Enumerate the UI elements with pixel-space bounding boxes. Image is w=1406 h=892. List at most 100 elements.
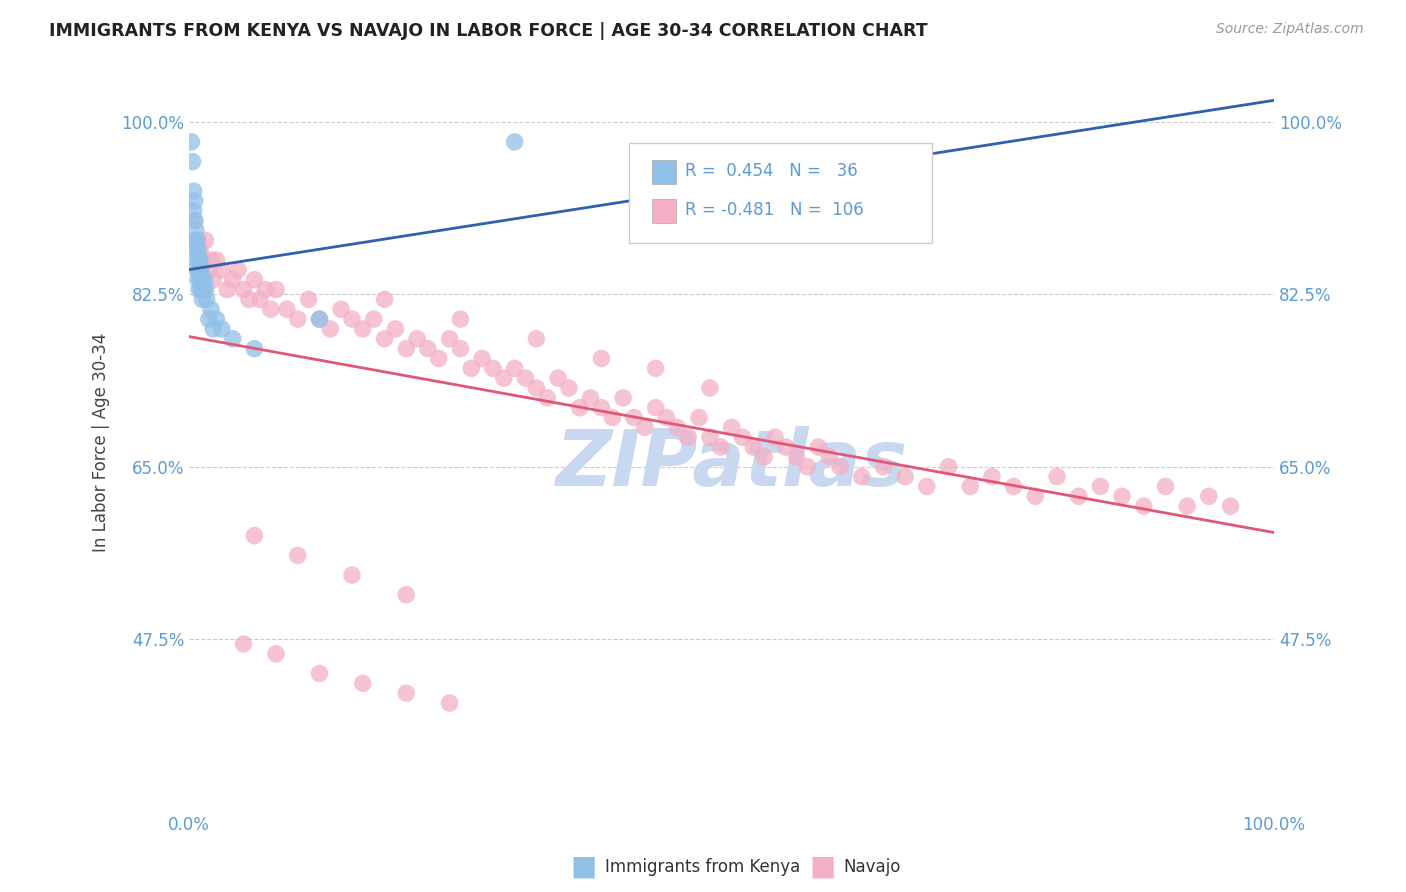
Point [194, 283, 217, 297]
Point [720, 420, 742, 434]
Point [264, 283, 287, 297]
Point [1154, 479, 1177, 493]
Point [395, 342, 418, 356]
Point [363, 312, 385, 326]
Point [1067, 489, 1090, 503]
Point [319, 322, 342, 336]
Point [591, 401, 613, 415]
Point [515, 371, 537, 385]
Point [221, 332, 243, 346]
Text: Navajo: Navajo [844, 858, 901, 876]
Point [449, 342, 471, 356]
Point [249, 293, 271, 307]
Text: ZIPatlas: ZIPatlas [555, 426, 908, 502]
Point [254, 283, 277, 297]
Point [191, 253, 214, 268]
Point [217, 283, 239, 297]
Point [195, 293, 218, 307]
Point [503, 135, 526, 149]
Point [211, 322, 233, 336]
Point [644, 361, 666, 376]
Point [238, 293, 260, 307]
Point [243, 273, 266, 287]
Point [395, 588, 418, 602]
Point [190, 263, 212, 277]
Point [1024, 489, 1046, 503]
Point [200, 253, 222, 268]
Point [1219, 499, 1241, 513]
Point [786, 450, 808, 464]
Point [191, 293, 214, 307]
Point [828, 459, 851, 474]
Point [193, 283, 215, 297]
Point [644, 401, 666, 415]
Point [894, 469, 917, 483]
Point [276, 302, 298, 317]
Point [406, 332, 429, 346]
Point [188, 243, 211, 257]
Point [676, 430, 699, 444]
Point [492, 371, 515, 385]
Point [688, 410, 710, 425]
Point [536, 391, 558, 405]
Point [183, 213, 205, 227]
Point [1090, 479, 1112, 493]
Text: Immigrants from Kenya: Immigrants from Kenya [605, 858, 800, 876]
Point [340, 312, 363, 326]
Point [180, 135, 202, 149]
Point [416, 342, 439, 356]
Point [666, 420, 689, 434]
Point [198, 312, 221, 326]
Point [439, 332, 461, 346]
Point [194, 233, 217, 247]
Text: ■: ■ [810, 853, 835, 881]
Point [752, 450, 775, 464]
Point [287, 549, 309, 563]
Point [427, 351, 450, 366]
Point [591, 351, 613, 366]
Point [449, 312, 471, 326]
Point [1046, 469, 1069, 483]
Point [558, 381, 581, 395]
Point [600, 410, 623, 425]
Point [373, 293, 395, 307]
Point [181, 154, 204, 169]
Point [243, 529, 266, 543]
Point [872, 459, 894, 474]
Point [183, 203, 205, 218]
Point [188, 273, 211, 287]
Point [205, 253, 228, 268]
Point [211, 263, 233, 277]
Point [460, 361, 482, 376]
Point [221, 273, 243, 287]
Point [243, 342, 266, 356]
Point [915, 479, 938, 493]
Point [439, 696, 461, 710]
Point [775, 440, 797, 454]
Point [623, 410, 645, 425]
Bar [652, 199, 676, 223]
Text: R =  0.454   N =   36: R = 0.454 N = 36 [685, 162, 858, 180]
Text: IMMIGRANTS FROM KENYA VS NAVAJO IN LABOR FORCE | AGE 30-34 CORRELATION CHART: IMMIGRANTS FROM KENYA VS NAVAJO IN LABOR… [49, 22, 928, 40]
Point [184, 223, 207, 237]
Point [373, 332, 395, 346]
Point [796, 459, 818, 474]
Point [1111, 489, 1133, 503]
Point [187, 233, 209, 247]
Point [634, 420, 657, 434]
Point [851, 469, 873, 483]
Point [188, 253, 211, 268]
Y-axis label: In Labor Force | Age 30-34: In Labor Force | Age 30-34 [93, 333, 110, 552]
Point [188, 253, 211, 268]
Point [200, 302, 222, 317]
Point [183, 184, 205, 198]
Text: ■: ■ [571, 853, 596, 881]
Point [503, 361, 526, 376]
Point [186, 253, 208, 268]
Point [183, 233, 205, 247]
Point [699, 430, 721, 444]
Point [547, 371, 569, 385]
Point [655, 410, 678, 425]
Point [959, 479, 981, 493]
Point [187, 273, 209, 287]
